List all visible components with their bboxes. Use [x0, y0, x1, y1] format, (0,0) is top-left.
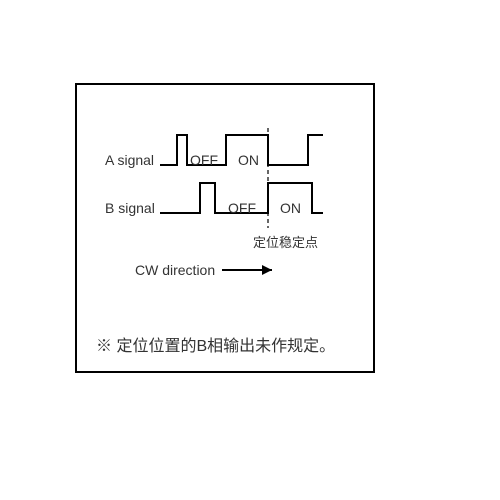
signal-b-on-text: ON — [280, 200, 301, 216]
footnote-symbol: ※ — [96, 338, 112, 355]
footnote-text: ※ 定位位置的B相输出未作规定。 — [96, 332, 335, 356]
signal-a-label: A signal — [105, 152, 154, 168]
diagram-svg — [0, 0, 500, 500]
signal-b-label: B signal — [105, 200, 155, 216]
signal-a-on-text: ON — [238, 152, 259, 168]
signal-b-off-text: OFF — [228, 200, 256, 216]
cw-direction-label: CW direction — [135, 262, 215, 278]
footnote-body: 定位位置的B相输出未作规定。 — [116, 338, 335, 355]
signal-a-off-text: OFF — [190, 152, 218, 168]
cw-direction-arrow — [222, 265, 272, 275]
stable-point-label: 定位稳定点 — [253, 232, 318, 251]
